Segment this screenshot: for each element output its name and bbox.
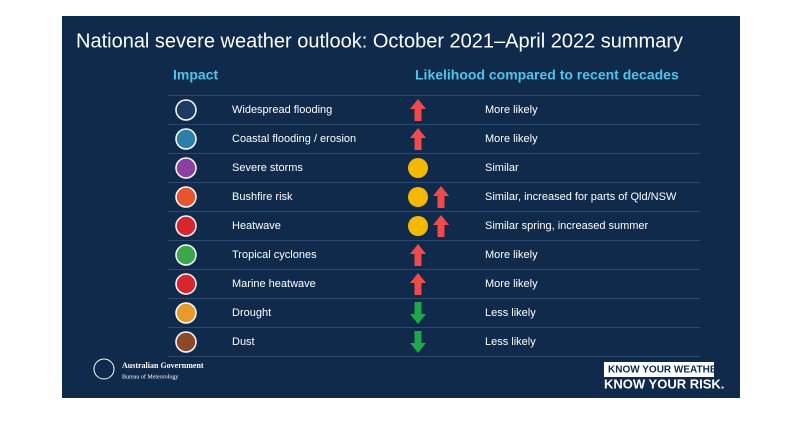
similar-symbol [408,158,428,178]
up-arrow [410,273,426,295]
up-arrow [410,99,426,121]
title: National severe weather outlook: October… [76,30,683,52]
impact: Dust [232,336,255,348]
slogan-box [604,362,714,377]
up-arrow [433,186,449,208]
down-arrow [410,302,426,324]
impact-icon [175,331,197,353]
impact-icon [175,302,197,324]
impact-icon [175,273,197,295]
likelihood: Less likely [485,307,536,319]
similar-symbol [408,187,428,207]
likelihood: More likely [485,249,538,261]
impact: Heatwave [232,220,281,232]
likelihood: More likely [485,104,538,116]
table: Widespread flooding More likely Coastal fl… [168,95,700,357]
likelihood: Similar [485,162,519,174]
bureau-name: Bureau of Meteorology [122,373,178,380]
impact: Bushfire risk [232,191,293,203]
impact-icon [175,157,197,179]
likelihood: Similar, increased for parts of Qld/NSW [485,191,677,203]
impact: Tropical cyclones [232,249,317,261]
impact-icon [175,186,197,208]
up-arrow [410,128,426,150]
impact-icon [175,244,197,266]
impact: Marine heatwave [232,278,316,290]
column-header: Impact [173,67,218,83]
impact: Widespread flooding [232,104,332,116]
slogan: KNOW YOUR RISK. [604,376,724,391]
panel [62,16,740,398]
impact: Coastal flooding / erosion [232,133,356,145]
impact-icon [175,215,197,237]
likelihood: Less likely [485,336,536,348]
likelihood: More likely [485,133,538,145]
down-arrow [410,331,426,353]
likelihood: Similar spring, increased summer [485,220,649,232]
crest [93,358,115,380]
column-header: Likelihood compared to recent decades [415,67,679,83]
impact-icon [175,128,197,150]
impact-icon [175,99,197,121]
slogan: KNOW YOUR WEATHER. [608,365,727,376]
up-arrow [410,244,426,266]
government-name: Australian Government [122,361,204,370]
impact: Severe storms [232,162,303,174]
impact: Drought [232,307,271,319]
up-arrow [433,215,449,237]
similar-symbol [408,216,428,236]
likelihood: More likely [485,278,538,290]
